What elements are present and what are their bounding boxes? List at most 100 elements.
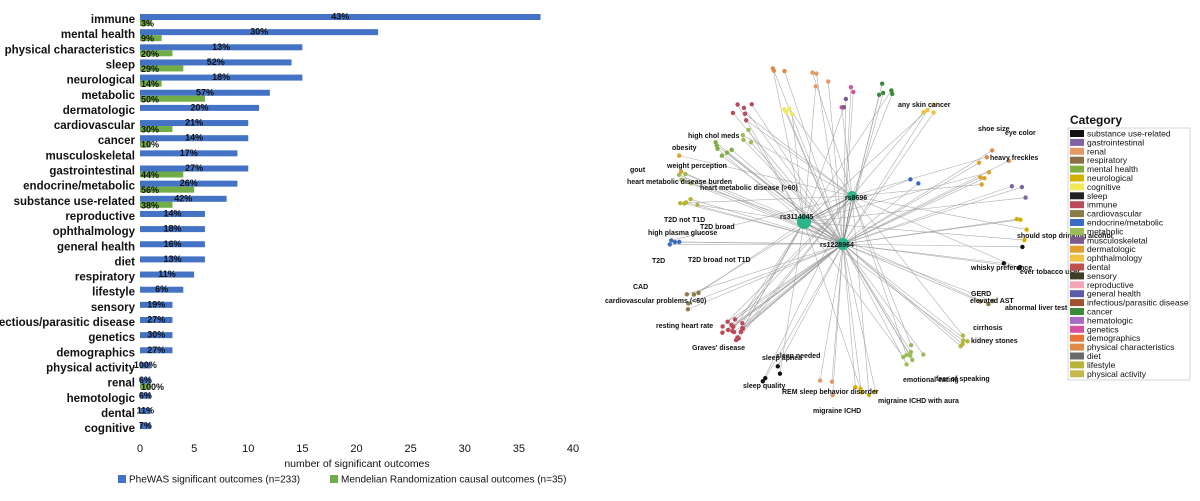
category-label: respiratory	[75, 272, 136, 284]
edge	[804, 86, 816, 222]
network-node	[677, 153, 681, 157]
network-node	[921, 110, 925, 114]
network-node	[909, 350, 913, 354]
category-label: renal	[108, 378, 136, 390]
network-node	[849, 85, 853, 89]
network-node	[678, 201, 682, 205]
network-node	[739, 329, 743, 333]
phewas-pct-label: 16%	[163, 239, 181, 249]
network-node	[908, 177, 912, 181]
legend-swatch	[1070, 175, 1084, 182]
phewas-pct-label: 17%	[180, 148, 198, 158]
network-node	[778, 371, 782, 375]
phewas-pct-label: 100%	[134, 360, 157, 370]
network-node	[776, 364, 780, 368]
network-node	[842, 105, 846, 109]
network-node	[889, 88, 893, 92]
legend-label-phewas: PheWAS significant outcomes (n=233)	[129, 475, 300, 486]
outcome-label: whisky preference	[970, 265, 1032, 272]
legend-swatch-mr	[330, 475, 338, 483]
mr-pct-label: 20%	[141, 49, 159, 59]
phewas-pct-label: 11%	[158, 269, 176, 279]
phewas-pct-label: 11%	[137, 405, 155, 415]
network-node	[744, 118, 748, 122]
edge	[832, 244, 843, 382]
snp-hub-label: rs3114045	[780, 214, 814, 221]
outcome-label: gout	[630, 167, 646, 174]
network-node	[1015, 217, 1019, 221]
x-axis-title: number of significant outcomes	[284, 458, 429, 470]
legend-swatch	[1070, 299, 1084, 306]
mr-pct-label: 10%	[141, 140, 159, 150]
category-label: cancer	[98, 135, 136, 147]
mr-pct-label: 50%	[141, 94, 159, 104]
outcome-label: weight perception	[666, 163, 727, 170]
network-node	[715, 146, 719, 150]
edge	[688, 244, 843, 309]
outcome-label: T2D not T1D	[664, 217, 705, 224]
network-node	[961, 339, 965, 343]
phewas-pct-label: 20%	[191, 102, 209, 112]
network-node	[982, 176, 986, 180]
outcome-label: migraine ICHD	[813, 408, 861, 415]
legend-swatch	[1070, 272, 1084, 279]
network-node	[735, 102, 739, 106]
edge	[843, 113, 934, 244]
category-label: physical characteristics	[5, 44, 135, 56]
network-node	[688, 197, 692, 201]
network-node	[810, 70, 814, 74]
network-node	[731, 111, 735, 115]
category-label: substance use-related	[14, 196, 135, 208]
phewas-pct-label: 57%	[196, 87, 214, 97]
legend-swatch	[1070, 246, 1084, 253]
outcome-label: heart metabolic disease (>60)	[700, 185, 798, 192]
legend-swatch	[1070, 361, 1084, 368]
x-tick-label: 0	[137, 443, 143, 455]
legend-swatch	[1070, 335, 1084, 342]
edge	[688, 244, 843, 303]
edge	[852, 196, 1027, 230]
network-node	[720, 330, 724, 334]
network-node	[734, 338, 738, 342]
legend-swatch	[1070, 290, 1084, 297]
phewas-pct-label: 30%	[250, 27, 268, 37]
network-node	[931, 110, 935, 114]
network-node	[750, 102, 754, 106]
x-tick-label: 10	[242, 443, 254, 455]
network-node	[851, 90, 855, 94]
phewas-pct-label: 18%	[163, 224, 181, 234]
x-tick-label: 5	[191, 443, 197, 455]
network-node	[916, 181, 920, 185]
mr-pct-label: 30%	[141, 125, 159, 135]
category-label: lifestyle	[92, 287, 135, 299]
category-label: sensory	[91, 302, 136, 314]
network-node	[746, 128, 750, 132]
legend-swatch-phewas	[118, 475, 126, 483]
network-node	[826, 79, 830, 83]
legend-title: Category	[1070, 113, 1122, 127]
phewas-pct-label: 18%	[212, 72, 230, 82]
category-label: dental	[101, 408, 135, 420]
network-node	[696, 291, 700, 295]
phewas-pct-label: 14%	[163, 208, 181, 218]
outcome-label: CAD	[633, 284, 648, 291]
network-node	[844, 97, 848, 101]
network-node	[772, 68, 776, 72]
network-node	[679, 170, 683, 174]
edge	[733, 113, 843, 244]
network-node	[741, 133, 745, 137]
phewas-pct-label: 42%	[174, 193, 192, 203]
network-node	[726, 328, 730, 332]
phewas-pct-label: 43%	[331, 12, 349, 22]
network-node	[725, 150, 729, 154]
outcome-label: migraine ICHD with aura	[878, 398, 959, 405]
network-node	[881, 91, 885, 95]
x-tick-label: 35	[513, 443, 525, 455]
category-label: immune	[91, 14, 135, 26]
network-node	[990, 148, 994, 152]
network-node	[673, 240, 677, 244]
category-label: gastrointestinal	[49, 166, 135, 178]
snp-hub-label: rs1228964	[820, 242, 854, 249]
network-node	[720, 153, 724, 157]
network-node	[830, 380, 834, 384]
